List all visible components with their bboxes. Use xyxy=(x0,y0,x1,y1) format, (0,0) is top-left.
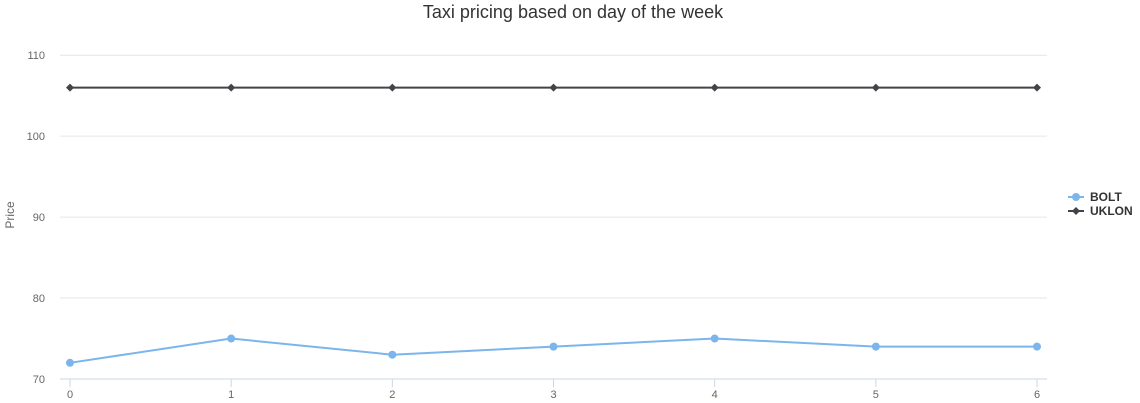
data-point[interactable] xyxy=(227,83,236,92)
data-point[interactable] xyxy=(549,83,558,92)
data-point[interactable] xyxy=(871,83,880,92)
x-tick-label: 1 xyxy=(228,389,234,401)
x-tick-label: 4 xyxy=(712,389,718,401)
y-axis-title: Price xyxy=(3,201,17,229)
legend-item-bolt[interactable]: BOLT xyxy=(1068,190,1122,204)
gridlines xyxy=(60,54,1047,299)
x-tick-label: 2 xyxy=(389,389,395,401)
x-tick-label: 3 xyxy=(550,389,556,401)
x-tick-label: 5 xyxy=(873,389,879,401)
data-point[interactable] xyxy=(66,358,74,367)
y-tick-label: 70 xyxy=(33,374,45,386)
series-layer xyxy=(66,83,1041,367)
x-tick-label: 6 xyxy=(1034,389,1040,401)
legend-symbol xyxy=(1072,207,1080,215)
legend-label: UKLON xyxy=(1090,204,1133,218)
data-point[interactable] xyxy=(549,342,558,351)
series-bolt xyxy=(66,334,1041,367)
x-tick-label: 0 xyxy=(67,389,73,401)
data-point[interactable] xyxy=(227,334,236,343)
y-tick-label: 80 xyxy=(33,293,45,305)
data-point[interactable] xyxy=(388,83,397,92)
data-point[interactable] xyxy=(388,350,397,359)
y-tick-label: 90 xyxy=(33,212,45,224)
x-axis-ticks: 0 1 2 3 4 5 6 xyxy=(67,379,1040,401)
legend-label: BOLT xyxy=(1090,190,1122,204)
legend-item-uklon[interactable]: UKLON xyxy=(1068,204,1133,218)
data-point[interactable] xyxy=(1033,83,1041,92)
series-uklon xyxy=(66,83,1041,92)
series-line-bolt xyxy=(69,337,1038,364)
y-tick-label: 110 xyxy=(27,50,45,62)
y-tick-label: 100 xyxy=(27,131,45,143)
data-point[interactable] xyxy=(871,342,880,351)
data-point[interactable] xyxy=(1033,342,1041,351)
legend-symbol xyxy=(1072,193,1080,201)
data-point[interactable] xyxy=(710,83,719,92)
y-axis-ticks: 70 80 90 100 110 xyxy=(27,50,45,386)
data-point[interactable] xyxy=(710,334,719,343)
data-point[interactable] xyxy=(66,83,74,92)
chart-title: Taxi pricing based on day of the week xyxy=(422,2,724,22)
